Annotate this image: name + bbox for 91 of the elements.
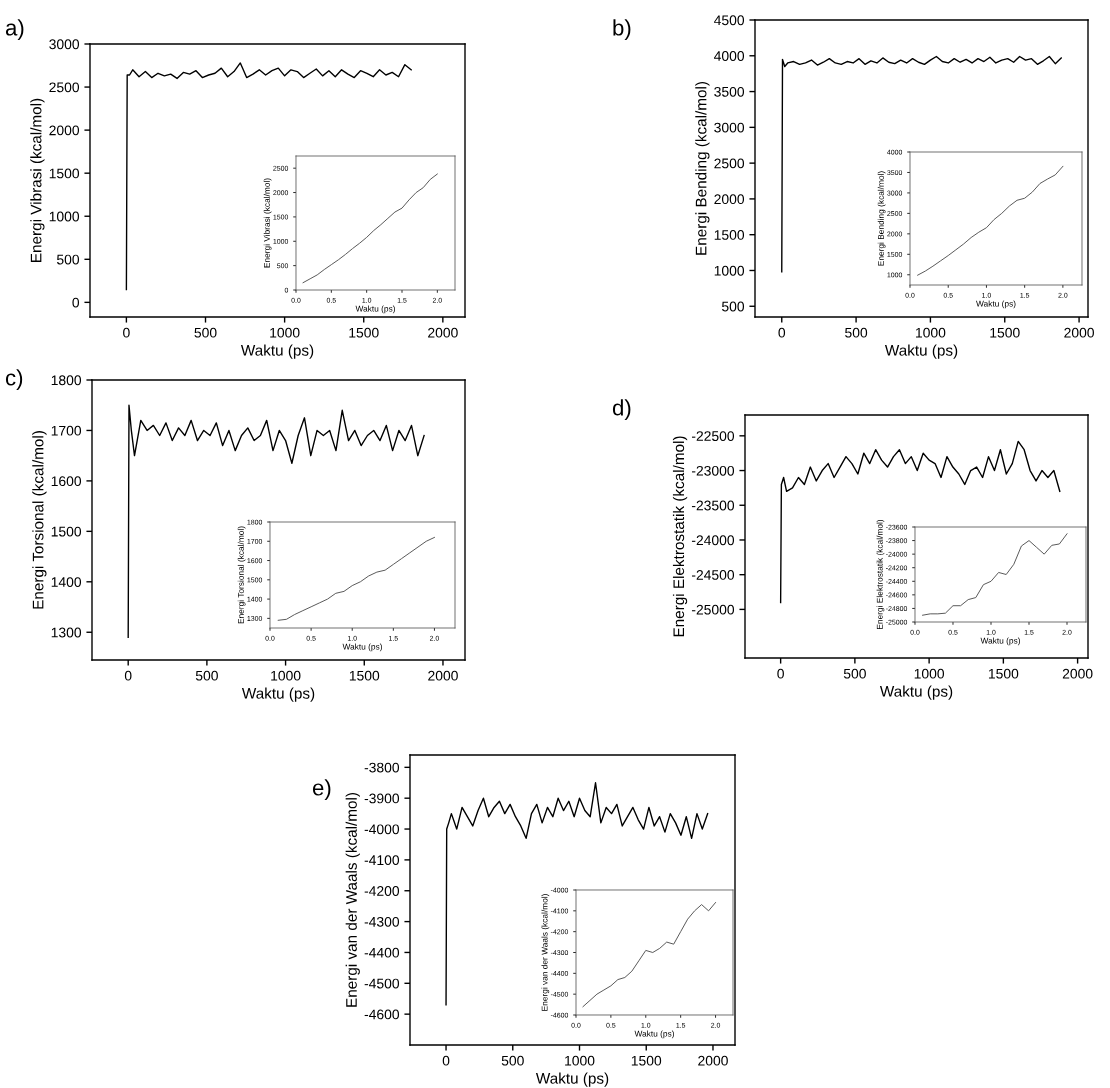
- x-axis-title: Waktu (ps): [879, 685, 953, 700]
- y-tick-label: 4500: [714, 15, 745, 26]
- y-tick-label: 500: [56, 254, 80, 265]
- line-series: [917, 165, 1064, 276]
- line-series: [127, 404, 425, 638]
- y-tick-label: 3000: [714, 122, 745, 133]
- y-axis-title: Energi Elektrostatik (kcal/mol): [672, 436, 688, 637]
- x-tick-label: 2000: [428, 670, 458, 681]
- y-tick-label: 1500: [714, 230, 745, 240]
- chart-title: c): [5, 369, 23, 390]
- x-tick-label: 500: [194, 327, 217, 338]
- line-series: [582, 902, 717, 1008]
- y-axis-title: Energi van der Waals (kcal/mol): [541, 894, 550, 1011]
- y-axis-title: Energi Bending (kcal/mol): [877, 171, 886, 266]
- y-tick-label: -4400: [364, 947, 400, 958]
- y-tick-label: -4100: [364, 855, 400, 866]
- x-tick-label: 1000: [916, 327, 946, 338]
- x-tick-label: 0: [778, 327, 786, 338]
- y-tick-label: -24000: [691, 535, 735, 546]
- x-tick-label: 500: [501, 1055, 524, 1066]
- x-tick-label: 0: [124, 670, 132, 681]
- y-tick-label: 2500: [49, 82, 80, 93]
- y-tick-label: 4000: [714, 51, 745, 61]
- y-axis-title: Energi Torsional (kcal/mol): [237, 526, 246, 624]
- y-tick-label: -25000: [691, 604, 735, 615]
- chart-title: b): [613, 19, 631, 40]
- x-axis-title: Waktu (ps): [976, 300, 1016, 309]
- x-tick-label: 1500: [631, 1055, 662, 1066]
- line-series: [277, 536, 435, 621]
- y-tick-label: -4500: [364, 978, 400, 989]
- y-axis-title: Energi van der Waals (kcal/mol): [345, 792, 360, 1007]
- x-tick-label: 500: [845, 327, 868, 338]
- y-tick-label: 1000: [49, 211, 80, 222]
- line-series: [781, 55, 1062, 273]
- y-tick-label: 1400: [51, 577, 82, 587]
- y-tick-label: -4000: [364, 824, 400, 835]
- y-tick-label: -23500: [691, 500, 735, 511]
- line-series: [779, 440, 1061, 604]
- y-tick-label: 2500: [714, 158, 745, 169]
- x-tick-label: 2000: [1064, 327, 1094, 338]
- x-axis-title: Waktu (ps): [884, 344, 958, 359]
- x-tick-label: 1500: [349, 327, 379, 338]
- x-axis-title: Waktu (ps): [980, 637, 1020, 646]
- x-axis-title: Waktu (ps): [535, 1072, 609, 1087]
- x-tick-label: 500: [195, 670, 218, 681]
- x-tick-label: 2000: [428, 327, 458, 338]
- y-tick-label: 1000: [714, 265, 745, 276]
- y-tick-label: -4200: [364, 886, 400, 896]
- y-tick-label: 3000: [49, 39, 80, 50]
- y-axis-title: Energi Vibrasi (kcal/mol): [30, 98, 45, 262]
- x-tick-label: 0: [123, 327, 130, 338]
- y-tick-label: -22500: [691, 431, 735, 441]
- y-tick-label: 1600: [51, 476, 82, 487]
- x-tick-label: 500: [843, 668, 866, 679]
- x-tick-label: 0: [442, 1055, 450, 1066]
- x-tick-label: 1000: [914, 668, 945, 679]
- x-tick-label: 1000: [565, 1055, 595, 1066]
- y-axis-title: Energi Elektrostatik (kcal/mol): [876, 519, 885, 629]
- y-tick-label: -24500: [691, 570, 735, 580]
- x-axis-title: Waktu (ps): [241, 687, 315, 702]
- y-tick-label: 1500: [51, 526, 82, 537]
- y-tick-label: 2000: [714, 194, 745, 205]
- x-tick-label: 0: [777, 668, 784, 679]
- line-series: [302, 173, 438, 284]
- x-axis-title: Waktu (ps): [634, 1030, 674, 1039]
- x-tick-label: 1500: [988, 668, 1019, 679]
- x-tick-label: 1500: [990, 327, 1020, 338]
- y-axis-title: Energi Torsional (kcal/mol): [32, 431, 47, 609]
- text: e): [312, 779, 331, 800]
- y-tick-label: 2000: [49, 125, 80, 136]
- x-axis-title: Waktu (ps): [240, 344, 314, 359]
- y-axis-title: Energi Vibrasi (kcal/mol): [263, 178, 272, 268]
- chart-title: d): [612, 399, 631, 420]
- y-tick-label: -3800: [364, 762, 400, 773]
- y-tick-label: 1500: [49, 168, 80, 179]
- y-tick-label: -23000: [691, 465, 735, 476]
- y-tick-label: 3500: [714, 86, 745, 97]
- x-axis-title: Waktu (ps): [355, 305, 395, 314]
- x-tick-label: 2000: [1062, 668, 1093, 679]
- y-tick-label: -4300: [364, 916, 400, 927]
- line-series: [125, 62, 412, 291]
- y-tick-label: 1300: [51, 627, 82, 638]
- y-axis-title: Energi Bending (kcal/mol): [695, 81, 710, 255]
- y-tick-label: 1800: [51, 375, 82, 386]
- y-tick-label: -3900: [364, 793, 400, 804]
- y-tick-label: 1700: [51, 425, 82, 436]
- chart-title: a): [5, 19, 24, 40]
- x-tick-label: 1500: [349, 670, 380, 681]
- x-axis-title: Waktu (ps): [342, 643, 382, 652]
- line-series: [922, 533, 1068, 616]
- y-tick-label: -4600: [364, 1009, 400, 1020]
